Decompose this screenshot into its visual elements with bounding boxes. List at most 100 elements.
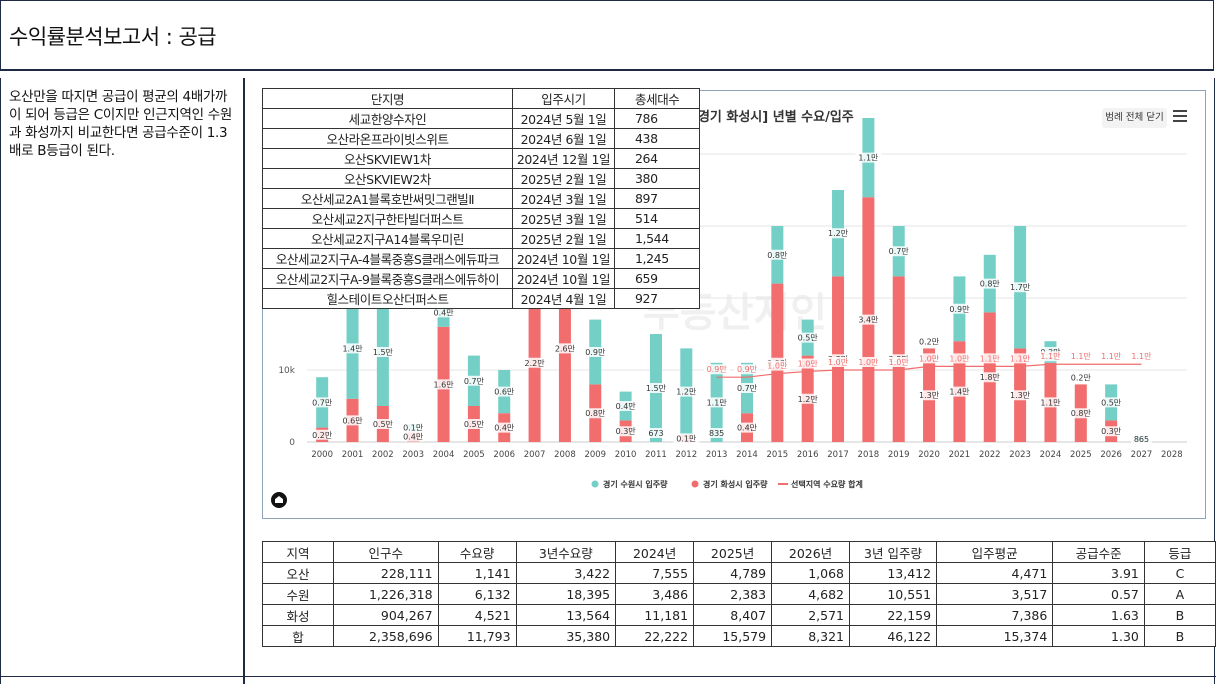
summary-table-cell: 13,564	[515, 604, 617, 626]
header-frame: 수익률분석보고서 : 공급	[0, 0, 1214, 71]
summary-table-header: 2026년	[771, 541, 850, 563]
bar-suwon-label: 0.8만	[767, 251, 788, 260]
x-tick-label: 2016	[797, 450, 819, 460]
bar-suwon-label-bg	[400, 422, 427, 433]
complex-table-cell: 오산세교2지구A-4블록중흥S클래스에듀파크	[262, 248, 513, 269]
bar-hwaseong-label: 1.1만	[1040, 398, 1061, 407]
bar-hwaseong-label-bg	[855, 314, 882, 325]
summary-table-cell: 22,159	[848, 604, 938, 626]
legend-item: 선택지역 수요량 합계	[791, 479, 863, 489]
demand-line-label: 1.0만	[949, 354, 970, 363]
demand-line	[716, 363, 1142, 378]
bar-suwon-label: 1.7만	[1010, 283, 1031, 292]
demand-line-label-bg	[885, 357, 912, 367]
x-tick-label: 2013	[706, 450, 728, 460]
x-tick-label: 2020	[918, 450, 940, 460]
bar-hwaseong-label: 0.6만	[342, 416, 363, 425]
complex-table-row: 오산세교2지구A-4블록중흥S클래스에듀파크 2024년 10월 1일 1,245	[262, 248, 700, 269]
complex-table-cell: 438	[614, 128, 700, 149]
x-tick-label: 2023	[1009, 450, 1031, 460]
legend-item: 경기 화성시 입주량	[703, 479, 768, 489]
demand-line-label-bg	[825, 357, 852, 367]
summary-table-cell: 46,122	[848, 625, 938, 647]
bar-hwaseong-label: 0.1만	[676, 434, 697, 443]
complex-table-row: 오산SKVIEW1차 2024년 12월 1일 264	[262, 148, 700, 169]
demand-line-label: 1.0만	[767, 362, 788, 371]
y-tick-label: 0	[289, 438, 295, 448]
bar-suwon-label-bg	[885, 246, 912, 257]
complex-table-cell: 오산세교2지구A14블록우미린	[262, 228, 513, 249]
complex-table-row: 오산세교2지구A-9블록중흥S클래스에듀하이 2024년 10월 1일 659	[262, 268, 700, 289]
complex-table: 단지명 입주시기 총세대수 세교한양수자인 2024년 5월 1일 786 오산라온프라이…	[262, 88, 700, 309]
summary-table-row: 오산 228,111 1,141 3,422 7,555 4,789 1,068 13,412…	[261, 562, 1216, 584]
complex-table-header: 입주시기	[512, 88, 615, 109]
bar-suwon-label-bg	[916, 336, 943, 347]
bar-hwaseong-label: 1.3만	[1010, 391, 1031, 400]
home-logo-icon[interactable]	[271, 492, 287, 508]
demand-line-label-bg	[1037, 351, 1064, 362]
x-tick-label: 2004	[433, 450, 455, 460]
summary-table-header: 3년 입주량	[848, 541, 938, 563]
bar-hwaseong-label: 1.2만	[798, 395, 819, 404]
bar-suwon-label: 0.9만	[949, 305, 970, 314]
bar-hwaseong-label: 3.4만	[858, 316, 879, 325]
summary-table-cell: 2,358,696	[333, 625, 439, 647]
demand-line-label: 1.1만	[1071, 352, 1092, 361]
summary-table-cell: 7,555	[615, 562, 695, 584]
bar-suwon-label-bg	[794, 332, 821, 343]
hamburger-menu-icon[interactable]	[1173, 110, 1187, 124]
summary-table-cell: 3,517	[936, 583, 1054, 605]
demand-line-label: 1.1만	[1040, 352, 1061, 361]
bar-suwon-label-bg	[825, 228, 852, 239]
complex-table-cell: 1,245	[614, 248, 700, 269]
x-tick-label: 2018	[858, 450, 880, 460]
complex-table-row: 오산세교2지구한타빌더퍼스트 2025년 3월 1일 514	[262, 208, 700, 229]
complex-table-row: 오산SKVIEW2차 2025년 2월 1일 380	[262, 168, 700, 189]
summary-table-cell: 화성	[261, 604, 335, 626]
bar-suwon-label: 1.1만	[858, 154, 879, 163]
bar-suwon-label-bg	[430, 307, 457, 318]
bar-suwon-label: 0.7만	[889, 247, 910, 256]
summary-table-cell: C	[1143, 562, 1216, 584]
complex-table-cell: 힐스테이트오산더퍼스트	[262, 288, 513, 309]
x-tick-label: 2000	[311, 450, 333, 460]
demand-line-label-bg	[976, 353, 1003, 364]
summary-table-cell: 4,789	[693, 562, 773, 584]
bar-suwon-label: 0.6만	[494, 388, 515, 397]
bar-hwaseong-label: 0.8만	[585, 409, 606, 418]
summary-table-cell: 15,374	[936, 625, 1054, 647]
summary-table-cell: 35,380	[515, 625, 617, 647]
summary-table-cell: 2,571	[771, 604, 850, 626]
complex-table-cell: 927	[614, 288, 700, 309]
summary-table-cell: 1.63	[1052, 604, 1145, 626]
demand-line-label-bg	[946, 353, 973, 364]
x-tick-label: 2012	[675, 450, 697, 460]
bar-suwon-label-bg	[460, 375, 487, 386]
complex-table-cell: 2024년 3월 1일	[512, 188, 615, 209]
bar-hwaseong-label-bg	[460, 419, 487, 429]
bar-suwon-label: 1.5만	[373, 348, 394, 357]
summary-table-cell: 0.57	[1052, 583, 1145, 605]
bar-hwaseong-label: 0.4만	[737, 424, 758, 433]
bar-hwaseong-label: 1.6만	[434, 380, 455, 389]
bar-hwaseong-label: 0.5만	[464, 420, 485, 429]
summary-table-cell: 15,579	[693, 625, 773, 647]
legend-close-all-button[interactable]: 범례 전체 닫기	[1102, 108, 1167, 128]
demand-line-label: 1.1만	[980, 354, 1001, 363]
complex-table-cell: 오산세교2지구한타빌더퍼스트	[262, 208, 513, 229]
complex-table-cell: 514	[614, 208, 700, 229]
bar-suwon-label-bg	[1007, 282, 1034, 293]
bar-suwon-label: 0.7만	[312, 398, 333, 407]
bar-suwon-label-bg	[612, 401, 639, 411]
bar-hwaseong-label-bg	[916, 390, 943, 401]
demand-line-label-bg	[916, 353, 943, 364]
demand-line-label-bg	[1067, 351, 1094, 362]
x-tick-label: 2005	[463, 450, 485, 460]
bar-suwon-label: 0.5만	[1101, 398, 1122, 407]
bar-hwaseong-label: 0.8만	[1071, 409, 1092, 418]
summary-table-header: 입주평균	[936, 541, 1054, 563]
summary-table-cell: 3,486	[615, 583, 695, 605]
complex-table-cell: 2025년 2월 1일	[512, 168, 615, 189]
summary-table-row: 수원 1,226,318 6,132 18,395 3,486 2,383 4,682 10,…	[261, 583, 1216, 605]
summary-table-cell: 3,422	[515, 562, 617, 584]
